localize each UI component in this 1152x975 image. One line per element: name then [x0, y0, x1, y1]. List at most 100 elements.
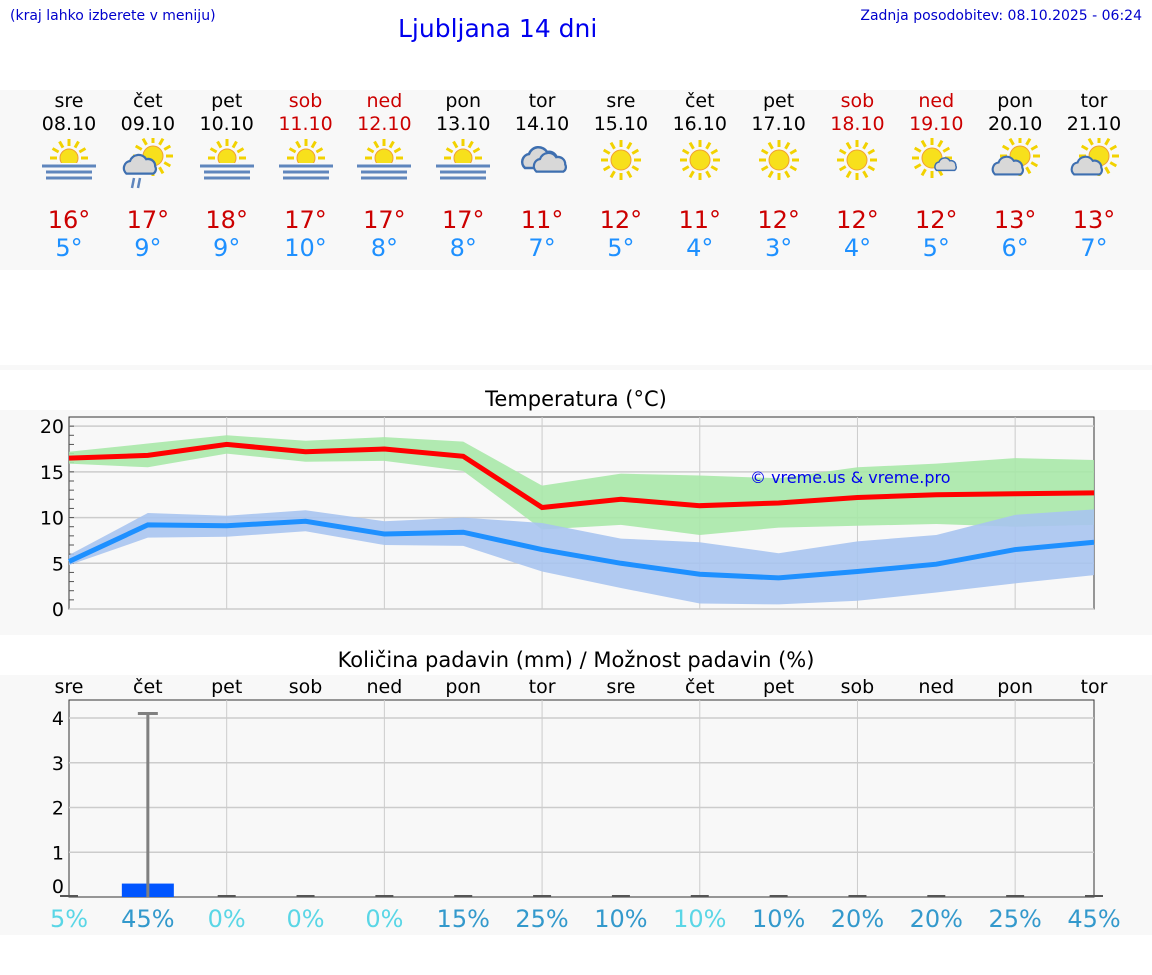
- max-temp: 17°: [363, 206, 406, 234]
- day-forecast: čet 09.10 17° 9°: [108, 90, 188, 262]
- min-temp: 5°: [55, 234, 83, 262]
- x-category-label: tor: [1081, 676, 1108, 698]
- weather-sun-icon: [817, 138, 897, 204]
- min-temp: 4°: [686, 234, 714, 262]
- page-title: Ljubljana 14 dni: [398, 14, 598, 43]
- y-tick-label: 15: [40, 462, 64, 484]
- min-temp: 8°: [449, 234, 477, 262]
- precip-probability: 10%: [673, 905, 726, 933]
- series-0-line: [68, 441, 1095, 511]
- day-name: sre: [54, 90, 84, 112]
- weather-sun-fog-icon: [344, 138, 424, 204]
- day-forecast: čet 16.10 11° 4°: [660, 90, 740, 262]
- max-temp: 17°: [441, 206, 485, 234]
- min-temp: 7°: [528, 234, 556, 262]
- max-temp: 16°: [47, 206, 91, 234]
- x-category-label: pet: [211, 676, 242, 698]
- x-category-label: ned: [918, 676, 954, 698]
- y-tick-label: 3: [52, 753, 64, 775]
- weather-sun-cloud-rain-icon: [108, 138, 188, 204]
- min-temp: 3°: [764, 234, 793, 262]
- max-temp: 12°: [599, 206, 643, 234]
- precipitation-chart-svg: sre čet pet sob ned pon tor sre čet pet sob ned pon t…: [50, 676, 1121, 933]
- min-temp: 5°: [922, 234, 950, 262]
- day-date: 20.10: [987, 113, 1043, 135]
- day-forecast: sre 08.10 16° 5°: [29, 90, 109, 262]
- x-category-label: sre: [55, 676, 84, 698]
- max-temp: 17°: [126, 206, 170, 234]
- day-forecast: pet 17.10 12° 3°: [739, 90, 819, 262]
- min-temp: 10°: [284, 234, 327, 262]
- max-temp: 11°: [678, 206, 722, 234]
- y-tick-label: 10: [40, 508, 64, 530]
- max-temp: 12°: [757, 206, 800, 234]
- day-date: 15.10: [593, 113, 649, 135]
- precip-probability: 0%: [365, 905, 403, 933]
- day-date: 21.10: [1066, 113, 1122, 135]
- y-tick-label: 4: [52, 708, 64, 730]
- precip-probability: 10%: [594, 905, 647, 933]
- day-date: 08.10: [41, 113, 97, 135]
- x-category-label: ned: [366, 676, 402, 698]
- temperature-chart-svg: 0 5 10 15 20 © vreme.us & vreme.pro: [40, 416, 1095, 621]
- max-temp: 13°: [1072, 206, 1116, 234]
- x-category-label: pet: [763, 676, 794, 698]
- min-temp: 5°: [607, 234, 635, 262]
- temperature-chart: 0 5 10 15 20 © vreme.us & vreme.pro: [0, 410, 1152, 635]
- day-name: pon: [997, 90, 1033, 112]
- day-name: sre: [606, 90, 636, 112]
- day-forecast: ned 19.10 12° 5°: [896, 90, 976, 262]
- y-tick-label: 0: [52, 599, 64, 621]
- day-name: pon: [445, 90, 482, 112]
- day-forecast: pon 20.10 13° 6°: [975, 90, 1055, 262]
- day-date: 13.10: [436, 113, 491, 135]
- day-forecast: pet 10.10 18° 9°: [187, 90, 267, 262]
- y-tick-label: 1: [52, 842, 64, 864]
- y-tick-label: 20: [40, 416, 64, 438]
- max-temp: 18°: [205, 206, 248, 234]
- day-name: pet: [763, 90, 795, 112]
- precip-probability: 25%: [515, 905, 568, 933]
- day-name: tor: [528, 90, 556, 112]
- series-0-range-band: [69, 435, 1094, 535]
- weather-sun-fog-icon: [423, 138, 503, 204]
- weather-sun-fog-icon: [29, 138, 109, 204]
- day-forecast: sob 18.10 12° 4°: [817, 90, 897, 262]
- day-forecast: tor 14.10 11° 7°: [502, 90, 582, 262]
- max-temp: 12°: [915, 206, 958, 234]
- plot-area: [68, 699, 1095, 898]
- last-updated: Zadnja posodobitev: 08.10.2025 - 06:24: [860, 8, 1142, 24]
- daily-forecast-strip: sre 08.10 16° 5° čet 09.10 17° 9° pet 10.1…: [0, 90, 1152, 270]
- precip-probability: 20%: [831, 905, 884, 933]
- watermark: © vreme.us & vreme.pro: [750, 468, 951, 487]
- day-name: sob: [840, 90, 875, 112]
- precip-probability: 45%: [1067, 905, 1120, 933]
- day-date: 19.10: [909, 113, 964, 135]
- max-temp: 13°: [993, 206, 1037, 234]
- precip-probability: 25%: [988, 905, 1041, 933]
- weather-clouds-icon: [502, 138, 582, 204]
- day-date: 16.10: [672, 113, 727, 135]
- day-name: ned: [918, 90, 955, 112]
- x-category-label: čet: [133, 676, 163, 698]
- day-name: čet: [684, 90, 715, 112]
- max-temp: 17°: [284, 206, 327, 234]
- weather-sun-icon: [660, 138, 740, 204]
- day-date: 10.10: [199, 113, 254, 135]
- precip-probability: 45%: [121, 905, 174, 933]
- day-date: 18.10: [830, 113, 885, 135]
- day-name: čet: [133, 90, 163, 112]
- precipitation-chart: sre čet pet sob ned pon tor sre čet pet sob ned pon t…: [0, 675, 1152, 935]
- x-category-label: pon: [997, 676, 1033, 698]
- y-tick-label: 2: [52, 798, 64, 820]
- day-name: pet: [211, 90, 243, 112]
- precip-probability: 10%: [752, 905, 805, 933]
- day-date: 12.10: [357, 113, 412, 135]
- weather-sun-fog-icon: [187, 138, 267, 204]
- x-category-label: tor: [529, 676, 556, 698]
- precip-probability: 5%: [50, 905, 88, 933]
- min-temp: 7°: [1080, 234, 1108, 262]
- day-date: 09.10: [120, 113, 176, 135]
- x-category-label: sre: [606, 676, 635, 698]
- y-tick-label: 0: [52, 876, 64, 898]
